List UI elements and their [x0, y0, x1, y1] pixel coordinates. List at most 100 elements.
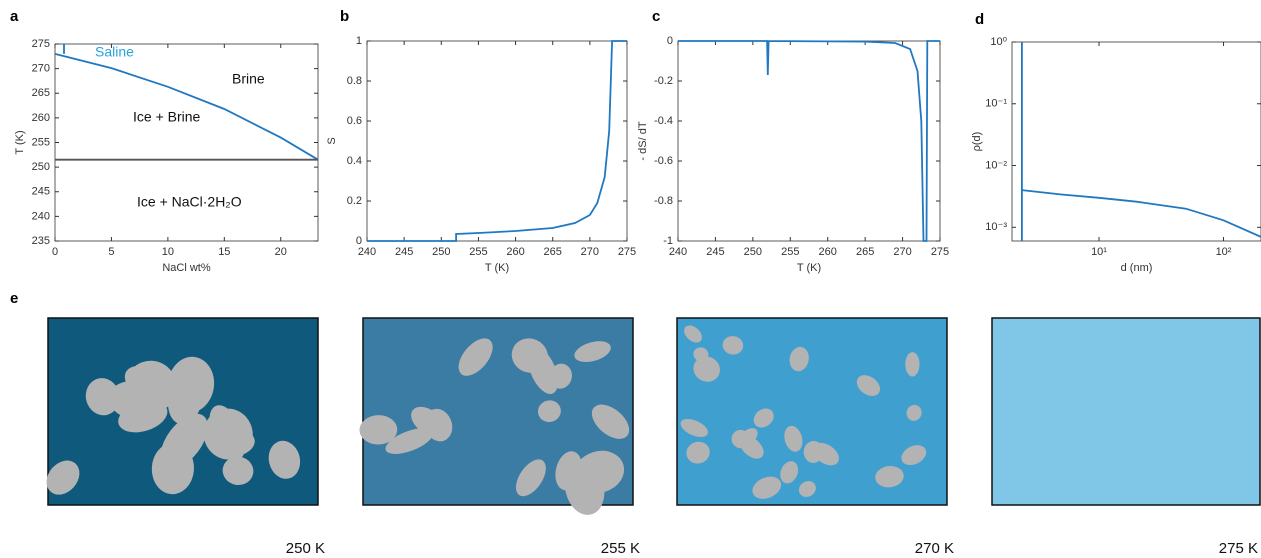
x-tick-label: 240 [669, 246, 687, 258]
y-tick-label: 10⁻¹ [985, 98, 1007, 110]
grain [684, 325, 702, 343]
y-tick-label: 0.2 [347, 195, 362, 207]
x-tick-label: 10² [1216, 246, 1232, 258]
x-tick-label: 240 [358, 246, 376, 258]
y-axis-label: ρ(d) [971, 132, 983, 152]
x-axis-label: T (K) [485, 262, 509, 274]
grain [753, 408, 774, 428]
panel-letter: a [10, 8, 19, 25]
y-tick-label: 0.4 [347, 155, 362, 167]
x-tick-label: 245 [395, 246, 413, 258]
grain [46, 460, 80, 495]
grain [856, 375, 881, 397]
grain [789, 346, 809, 372]
x-tick-label: 245 [706, 246, 724, 258]
y-tick-label: 0 [667, 35, 673, 47]
axes-frame [677, 40, 941, 242]
grain [537, 400, 561, 423]
grain [515, 459, 546, 497]
panel-letter: c [652, 8, 660, 25]
grain [803, 440, 824, 463]
x-tick-label: 250 [432, 246, 450, 258]
image-caption: 255 K [601, 540, 640, 557]
grain [680, 419, 708, 437]
y-tick-label: -0.8 [654, 195, 673, 207]
grain [118, 400, 168, 433]
grain [359, 415, 398, 445]
y-axis-label: S [326, 137, 338, 144]
y-tick-label: 275 [32, 38, 50, 50]
x-tick-label: 270 [893, 246, 911, 258]
grain [693, 356, 720, 382]
x-tick-label: 260 [506, 246, 524, 258]
grain [875, 466, 904, 488]
grain [591, 404, 630, 439]
grain [722, 336, 744, 355]
x-tick-label: 275 [618, 246, 636, 258]
y-tick-label: 10⁰ [990, 36, 1007, 48]
y-tick-label: 270 [32, 63, 50, 75]
grain [905, 352, 920, 377]
x-tick-label: 260 [819, 246, 837, 258]
image-panel [991, 317, 1261, 506]
x-tick-label: 250 [744, 246, 762, 258]
panel-letter: e [10, 290, 18, 307]
panel-letter: b [340, 8, 349, 25]
grain [458, 338, 493, 376]
x-tick-label: 270 [581, 246, 599, 258]
panel-letter: d [975, 11, 984, 28]
x-tick-label: 10 [162, 246, 174, 258]
y-tick-label: 265 [32, 87, 50, 99]
grain [268, 440, 301, 479]
grain [203, 408, 253, 460]
grain [124, 360, 177, 414]
grain [385, 428, 434, 454]
x-tick-label: 10¹ [1091, 246, 1107, 258]
grain [784, 425, 803, 452]
image-panel [676, 317, 948, 506]
y-tick-label: 235 [32, 235, 50, 247]
x-axis-label: d (nm) [1121, 262, 1153, 274]
axes-frame [366, 40, 628, 242]
x-tick-label: 20 [275, 246, 287, 258]
y-tick-label: 10⁻³ [985, 221, 1007, 233]
grain [565, 462, 605, 515]
y-tick-label: 250 [32, 161, 50, 173]
axes-frame [54, 43, 319, 242]
grain [160, 413, 208, 469]
x-tick-label: 255 [781, 246, 799, 258]
y-tick-label: 1 [356, 35, 362, 47]
grain [574, 341, 611, 363]
x-tick-label: 0 [52, 246, 58, 258]
x-tick-label: 15 [218, 246, 230, 258]
y-axis-label: T (K) [14, 130, 26, 154]
y-tick-label: 10⁻² [985, 159, 1007, 171]
y-tick-label: -1 [663, 235, 673, 247]
image-caption: 250 K [286, 540, 325, 557]
grain [752, 476, 782, 499]
line [367, 40, 627, 242]
y-tick-label: 260 [32, 112, 50, 124]
y-tick-label: 0.8 [347, 75, 362, 87]
grain [901, 445, 927, 466]
grain [731, 429, 750, 449]
grain [780, 461, 799, 484]
y-tick-label: 0.6 [347, 115, 362, 127]
annotation: Brine [232, 71, 265, 87]
x-tick-label: 255 [469, 246, 487, 258]
y-tick-label: -0.2 [654, 75, 673, 87]
x-axis-label: T (K) [797, 262, 821, 274]
y-tick-label: -0.6 [654, 155, 673, 167]
annotation: Ice + Brine [133, 109, 201, 125]
y-axis-label: - dS/ dT [637, 121, 649, 160]
line [54, 53, 319, 161]
x-tick-label: 265 [544, 246, 562, 258]
annotation: Ice + NaCl·2H₂O [137, 194, 242, 210]
line [678, 40, 940, 242]
y-tick-label: -0.4 [654, 115, 673, 127]
grain [798, 481, 816, 497]
axes-frame [1011, 41, 1261, 242]
grain [686, 441, 710, 464]
x-axis-label: NaCl wt% [162, 262, 211, 274]
